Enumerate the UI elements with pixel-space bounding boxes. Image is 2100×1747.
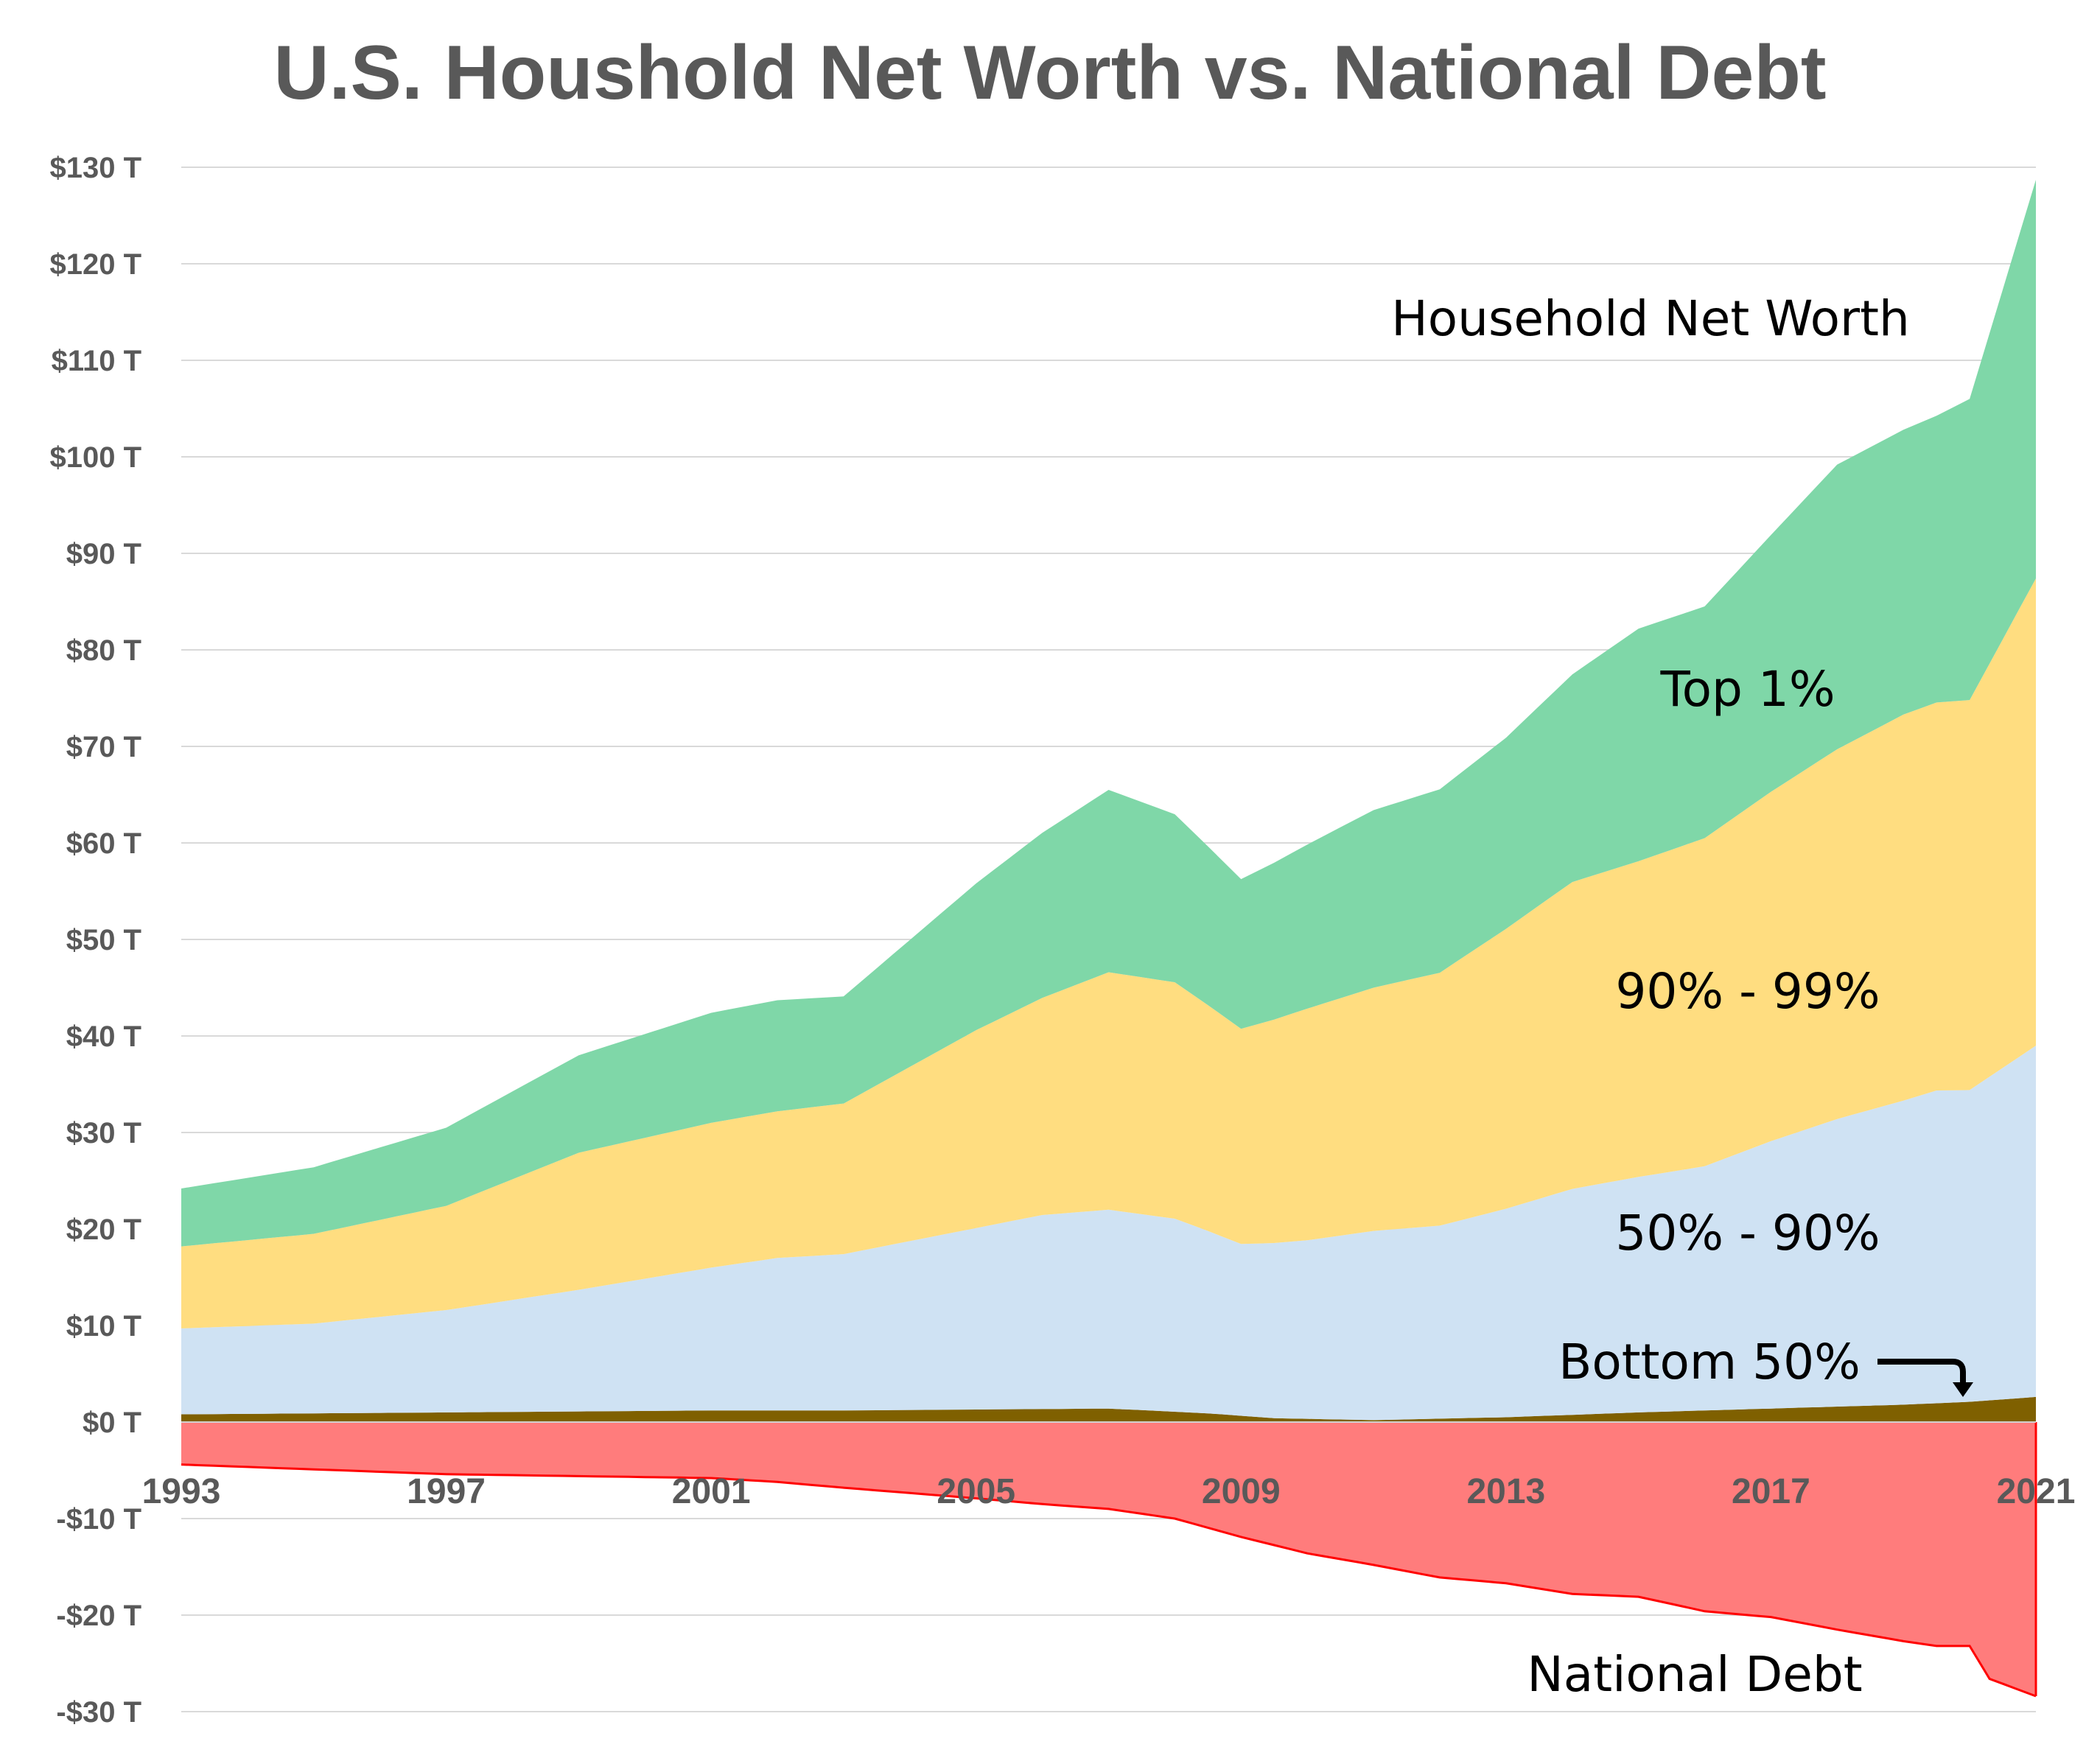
area-bottom-50 <box>181 1396 2036 1422</box>
y-tick-label: $50 T <box>66 924 141 956</box>
y-tick-label: $90 T <box>66 538 141 570</box>
x-axis-ticks: 1993 1997 2001 2005 2009 2013 2017 2021 <box>142 1472 2076 1511</box>
x-tick-label: 2009 <box>1202 1472 1281 1511</box>
y-tick-label: $20 T <box>66 1214 141 1246</box>
y-tick-label: -$20 T <box>56 1600 141 1632</box>
y-tick-label: $130 T <box>49 152 141 184</box>
y-tick-label: -$30 T <box>56 1696 141 1729</box>
area-national-debt <box>181 1422 2036 1696</box>
annotations: Household Net Worth Top 1% 90% - 99% 50%… <box>1391 290 1973 1703</box>
area-90-99 <box>181 578 2036 1328</box>
y-tick-label: $0 T <box>83 1407 141 1439</box>
annotation-household-net-worth: Household Net Worth <box>1391 290 1910 347</box>
y-tick-label: $40 T <box>66 1020 141 1053</box>
y-tick-label: $110 T <box>52 345 141 377</box>
stacked-areas <box>181 180 2037 1698</box>
y-tick-label: $70 T <box>66 731 141 763</box>
x-tick-label: 2001 <box>672 1472 751 1511</box>
y-tick-label: $80 T <box>66 634 141 667</box>
y-tick-label: $120 T <box>49 248 141 281</box>
x-tick-label: 1993 <box>142 1472 221 1511</box>
x-tick-label: 2017 <box>1732 1472 1810 1511</box>
y-tick-label: $30 T <box>66 1117 141 1149</box>
chart-title: U.S. Houshold Net Worth vs. National Deb… <box>273 30 1827 116</box>
x-tick-label: 2005 <box>937 1472 1015 1511</box>
y-tick-label: $10 T <box>66 1310 141 1342</box>
y-axis-ticks: $130 T $120 T $110 T $100 T $90 T $80 T $70 T $… <box>49 152 141 1729</box>
line-national-debt <box>181 1463 2037 1698</box>
x-tick-label: 2021 <box>1997 1472 2076 1511</box>
y-tick-label: $100 T <box>49 441 141 474</box>
bottom-50-arrow-icon <box>1877 1359 1966 1385</box>
y-tick-label: $60 T <box>66 827 141 860</box>
x-tick-label: 2013 <box>1466 1472 1545 1511</box>
annotation-national-debt: National Debt <box>1527 1646 1862 1703</box>
area-50-90 <box>181 1046 2036 1421</box>
annotation-90-99: 90% - 99% <box>1615 963 1880 1020</box>
annotation-50-90: 50% - 90% <box>1615 1205 1880 1261</box>
arrowhead-icon <box>1953 1382 1973 1397</box>
annotation-top-1: Top 1% <box>1659 661 1835 718</box>
annotation-bottom-50: Bottom 50% <box>1558 1334 1861 1390</box>
area-top-1 <box>181 180 2036 1247</box>
y-tick-label: -$10 T <box>56 1503 141 1536</box>
x-tick-label: 1997 <box>407 1472 486 1511</box>
